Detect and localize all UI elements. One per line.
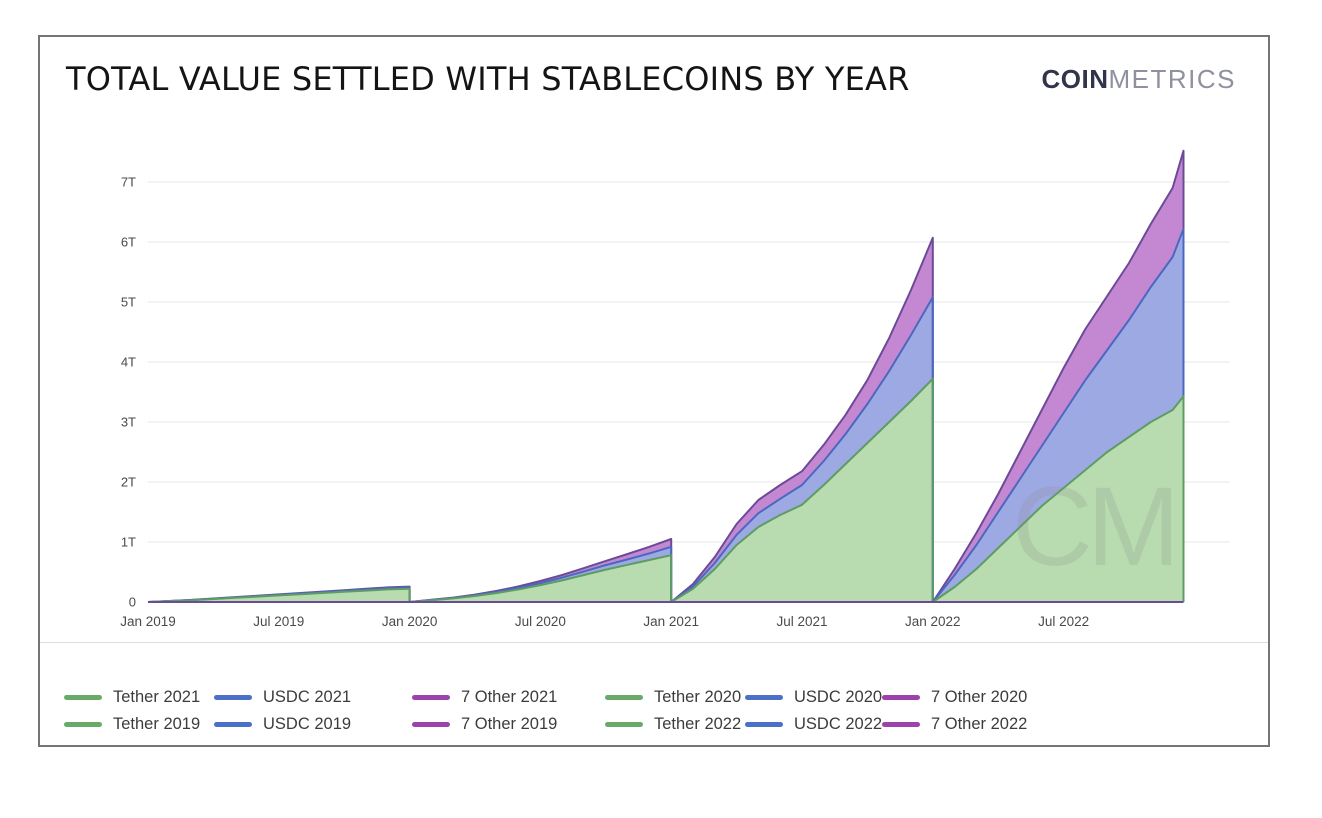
legend-label: Tether 2022	[654, 715, 742, 733]
legend-swatch-icon	[214, 722, 252, 727]
x-axis-tick-label: Jul 2022	[1038, 614, 1089, 629]
legend-item-7-other-2022[interactable]: 7 Other 2022	[882, 715, 1052, 734]
line-usdc-2021	[670, 296, 934, 603]
legend-label: 7 Other 2019	[461, 715, 558, 733]
logo-metrics-text: METRICS	[1108, 63, 1236, 94]
line-7other-2021	[670, 236, 934, 603]
x-axis-tick-label: Jan 2022	[905, 614, 961, 629]
legend-label: 7 Other 2021	[461, 688, 558, 706]
line-usdc-2022	[932, 227, 1185, 603]
legend-swatch-icon	[64, 722, 102, 727]
line-7other-2022	[931, 149, 1185, 603]
stacked-area-chart: 0 1T 2T 3T 4T 5T 6T 7T Jan 2019 Jul 2019 Jan 2020 J…	[40, 97, 1268, 643]
chart-legend: Tether 2021 USDC 2021 7 Other 2021 Tether 2…	[40, 642, 1268, 738]
legend-label: USDC 2022	[794, 715, 883, 733]
legend-label: USDC 2020	[794, 688, 883, 706]
legend-swatch-icon	[214, 695, 252, 700]
x-axis-tick-label: Jul 2020	[515, 614, 566, 629]
legend-swatch-icon	[605, 695, 643, 700]
legend-label: Tether 2020	[654, 688, 742, 706]
legend-label: 7 Other 2022	[931, 715, 1028, 733]
legend-item-usdc-2020[interactable]: USDC 2020	[745, 688, 882, 707]
chart-canvas: 0 1T 2T 3T 4T 5T 6T 7T Jan 2019 Jul 2019 Jan 2020 J…	[120, 149, 1230, 629]
legend-item-7-other-2021[interactable]: 7 Other 2021	[412, 688, 605, 707]
y-axis-tick-label: 6T	[121, 235, 136, 250]
y-axis-tick-label: 0	[129, 595, 136, 610]
legend-swatch-icon	[605, 722, 643, 727]
legend-swatch-icon	[64, 695, 102, 700]
legend-label: USDC 2021	[263, 688, 352, 706]
legend-label: Tether 2019	[113, 715, 201, 733]
legend-swatch-icon	[745, 695, 783, 700]
line-tether-2019	[147, 587, 411, 603]
chart-header: TOTAL VALUE SETTLED WITH STABLECOINS BY …	[40, 37, 1268, 107]
legend-item-tether-2020[interactable]: Tether 2020	[605, 688, 745, 707]
legend-label: USDC 2019	[263, 715, 352, 733]
legend-item-tether-2019[interactable]: Tether 2019	[64, 715, 214, 734]
page-title: TOTAL VALUE SETTLED WITH STABLECOINS BY …	[66, 60, 910, 98]
x-axis-tick-label: Jan 2020	[382, 614, 438, 629]
coinmetrics-logo: COINMETRICS	[1042, 64, 1237, 95]
legend-item-usdc-2019[interactable]: USDC 2019	[214, 715, 412, 734]
legend-swatch-icon	[745, 722, 783, 727]
legend-label: 7 Other 2020	[931, 688, 1028, 706]
legend-swatch-icon	[882, 722, 920, 727]
area-tether-2020	[409, 555, 672, 602]
y-axis-tick-label: 5T	[121, 295, 136, 310]
y-axis-tick-label: 2T	[121, 475, 136, 490]
chart-card: TOTAL VALUE SETTLED WITH STABLECOINS BY …	[38, 35, 1270, 747]
x-axis-tick-label: Jul 2021	[776, 614, 827, 629]
line-tether-2022	[932, 395, 1185, 603]
y-axis-tick-label: 1T	[121, 535, 136, 550]
legend-label: Tether 2021	[113, 688, 201, 706]
legend-item-7-other-2019[interactable]: 7 Other 2019	[412, 715, 605, 734]
x-axis-tick-label: Jul 2019	[253, 614, 304, 629]
cm-watermark: CM	[1012, 464, 1174, 589]
legend-item-7-other-2020[interactable]: 7 Other 2020	[882, 688, 1052, 707]
legend-item-usdc-2021[interactable]: USDC 2021	[214, 688, 412, 707]
legend-item-usdc-2022[interactable]: USDC 2022	[745, 715, 882, 734]
logo-coin-text: COIN	[1041, 63, 1109, 94]
x-axis-tick-label: Jan 2019	[120, 614, 176, 629]
y-axis-tick-label: 7T	[121, 175, 136, 190]
legend-swatch-icon	[412, 722, 450, 727]
x-axis-tick-label: Jan 2021	[643, 614, 699, 629]
legend-swatch-icon	[882, 695, 920, 700]
line-tether-2020	[409, 554, 673, 603]
legend-swatch-icon	[412, 695, 450, 700]
area-tether-2022	[932, 396, 1184, 602]
legend-item-tether-2022[interactable]: Tether 2022	[605, 715, 745, 734]
y-axis-tick-label: 3T	[121, 415, 136, 430]
y-axis-tick-label: 4T	[121, 355, 136, 370]
legend-item-tether-2021[interactable]: Tether 2021	[64, 688, 214, 707]
line-tether-2021	[670, 377, 934, 603]
